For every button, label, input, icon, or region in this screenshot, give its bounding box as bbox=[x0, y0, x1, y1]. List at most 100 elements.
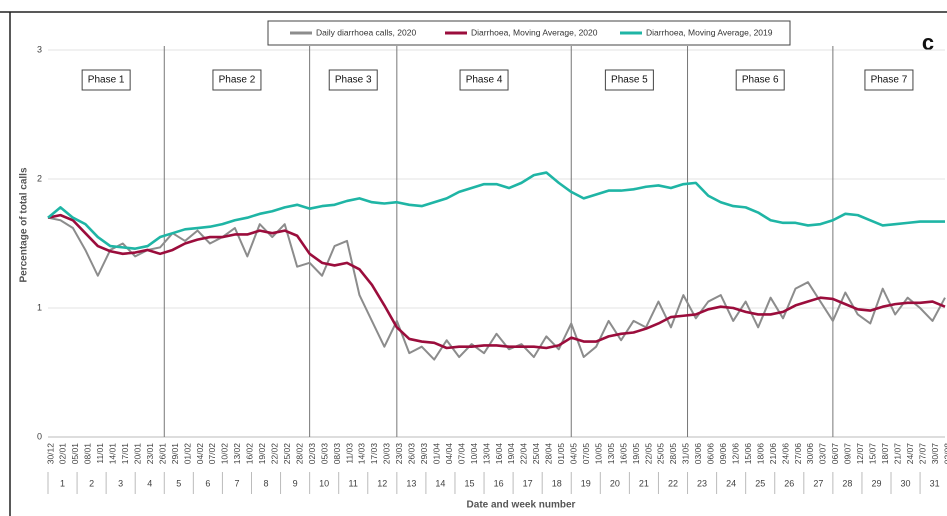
x-tick-label: 07/02 bbox=[207, 443, 217, 465]
y-tick-label: 2 bbox=[37, 173, 42, 183]
x-tick-label: 21/07 bbox=[892, 443, 902, 465]
x-tick-label: 01/02 bbox=[182, 443, 192, 465]
phase-box bbox=[735, 69, 785, 91]
phase-label: Phase 5 bbox=[611, 75, 648, 86]
phase-box bbox=[212, 69, 262, 91]
x-tick-label: 10/04 bbox=[469, 443, 479, 465]
phase-box bbox=[864, 69, 914, 91]
week-label: 23 bbox=[697, 478, 707, 488]
x-tick-label: 31/05 bbox=[681, 443, 691, 465]
x-tick-label: 27/07 bbox=[917, 443, 927, 465]
phase-label: Phase 4 bbox=[466, 75, 503, 86]
x-tick-label: 11/03 bbox=[344, 443, 354, 464]
week-label: 28 bbox=[842, 478, 852, 488]
x-tick-label: 16/04 bbox=[494, 443, 504, 465]
x-tick-label: 18/07 bbox=[880, 443, 890, 465]
week-label: 22 bbox=[668, 478, 678, 488]
x-tick-label: 30/06 bbox=[805, 443, 815, 465]
y-tick-label: 3 bbox=[37, 44, 42, 54]
week-label: 19 bbox=[581, 478, 591, 488]
x-tick-label: 09/06 bbox=[718, 443, 728, 465]
x-tick-label: 30/07 bbox=[930, 443, 940, 465]
week-label: 29 bbox=[871, 478, 881, 488]
week-label: 5 bbox=[176, 478, 181, 488]
x-tick-label: 15/06 bbox=[743, 443, 753, 465]
week-label: 13 bbox=[406, 478, 416, 488]
x-tick-label: 08/03 bbox=[332, 443, 342, 465]
x-tick-label: 25/04 bbox=[531, 443, 541, 465]
week-label: 27 bbox=[813, 478, 823, 488]
phase-box bbox=[81, 69, 131, 91]
x-tick-label: 02/03 bbox=[307, 443, 317, 465]
x-tick-label: 05/03 bbox=[319, 443, 329, 465]
x-tick-label: 16/05 bbox=[618, 443, 628, 465]
week-label: 17 bbox=[523, 478, 533, 488]
x-tick-label: 04/02 bbox=[195, 443, 205, 465]
week-label: 31 bbox=[930, 478, 940, 488]
week-label: 16 bbox=[494, 478, 504, 488]
x-tick-label: 26/03 bbox=[407, 443, 417, 465]
week-label: 24 bbox=[726, 478, 736, 488]
x-tick-label: 24/06 bbox=[780, 443, 790, 465]
week-label: 12 bbox=[377, 478, 387, 488]
x-tick-label: 30/12 bbox=[45, 443, 55, 465]
phase-box bbox=[459, 69, 509, 91]
x-tick-label: 12/07 bbox=[855, 443, 865, 465]
legend-box bbox=[267, 20, 791, 46]
x-tick-label: 19/02 bbox=[257, 443, 267, 465]
x-tick-label: 09/07 bbox=[843, 443, 853, 465]
week-label: 9 bbox=[293, 478, 298, 488]
x-tick-label: 24/07 bbox=[905, 443, 915, 465]
week-label: 15 bbox=[464, 478, 474, 488]
x-tick-label: 19/05 bbox=[631, 443, 641, 465]
y-tick-label: 0 bbox=[37, 431, 42, 441]
week-label: 4 bbox=[147, 478, 152, 488]
x-tick-label: 13/05 bbox=[606, 443, 616, 465]
x-tick-label: 28/02 bbox=[294, 443, 304, 465]
panel-letter: c bbox=[922, 30, 934, 55]
x-tick-label: 19/04 bbox=[506, 443, 516, 465]
series-line bbox=[47, 213, 946, 350]
x-tick-label: 01/05 bbox=[556, 443, 566, 465]
x-tick-label: 01/04 bbox=[431, 443, 441, 465]
x-tick-label: 11/01 bbox=[95, 443, 105, 464]
x-tick-label: 06/06 bbox=[706, 443, 716, 465]
legend-label: Diarrhoea, Moving Average, 2019 bbox=[646, 27, 773, 37]
x-tick-label: 06/07 bbox=[830, 443, 840, 465]
x-tick-label: 18/06 bbox=[755, 443, 765, 465]
phase-label: Phase 1 bbox=[88, 75, 125, 86]
x-tick-label: 21/06 bbox=[768, 443, 778, 465]
x-tick-label: 17/01 bbox=[120, 443, 130, 465]
x-tick-label: 04/04 bbox=[444, 443, 454, 465]
phase-box bbox=[328, 69, 378, 91]
legend-label: Diarrhoea, Moving Average, 2020 bbox=[471, 27, 598, 37]
x-tick-label: 23/03 bbox=[394, 443, 404, 465]
week-label: 6 bbox=[205, 478, 210, 488]
week-label: 11 bbox=[349, 478, 358, 488]
x-tick-label: 22/04 bbox=[519, 443, 529, 465]
x-tick-label: 14/03 bbox=[357, 443, 367, 465]
x-tick-label: 17/03 bbox=[369, 443, 379, 465]
x-tick-label: 12/06 bbox=[730, 443, 740, 465]
phase-label: Phase 2 bbox=[219, 75, 256, 86]
x-tick-label: 25/02 bbox=[282, 443, 292, 465]
week-label: 2 bbox=[89, 478, 94, 488]
x-tick-label: 29/01 bbox=[170, 443, 180, 465]
week-label: 7 bbox=[234, 478, 239, 488]
x-tick-label: 10/05 bbox=[593, 443, 603, 465]
x-tick-label: 13/04 bbox=[481, 443, 491, 465]
week-label: 10 bbox=[319, 478, 329, 488]
week-label: 21 bbox=[639, 478, 649, 488]
x-tick-label: 13/02 bbox=[232, 443, 242, 465]
x-tick-label: 27/06 bbox=[793, 443, 803, 465]
x-tick-label: 29/03 bbox=[419, 443, 429, 465]
x-tick-label: 20/03 bbox=[382, 443, 392, 465]
x-tick-label: 07/05 bbox=[581, 443, 591, 465]
x-tick-label: 10/02 bbox=[220, 443, 230, 465]
y-axis-label: Percentage of total calls bbox=[19, 167, 30, 282]
x-tick-label: 26/01 bbox=[157, 443, 167, 465]
week-label: 1 bbox=[60, 478, 65, 488]
x-tick-label: 15/07 bbox=[868, 443, 878, 465]
x-tick-label: 07/04 bbox=[456, 443, 466, 465]
